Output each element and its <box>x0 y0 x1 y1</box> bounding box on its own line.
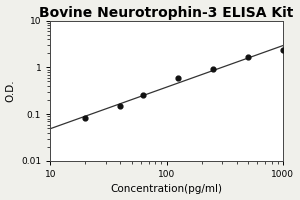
Point <box>140 93 145 96</box>
Point <box>118 104 123 108</box>
Point <box>211 68 215 71</box>
Title: Bovine Neurotrophin-3 ELISA Kit: Bovine Neurotrophin-3 ELISA Kit <box>39 6 294 20</box>
X-axis label: Concentration(pg/ml): Concentration(pg/ml) <box>111 184 223 194</box>
Point <box>245 55 250 58</box>
Point <box>280 48 285 51</box>
Point <box>176 77 180 80</box>
Point <box>83 117 88 120</box>
Y-axis label: O.D.: O.D. <box>6 79 16 102</box>
